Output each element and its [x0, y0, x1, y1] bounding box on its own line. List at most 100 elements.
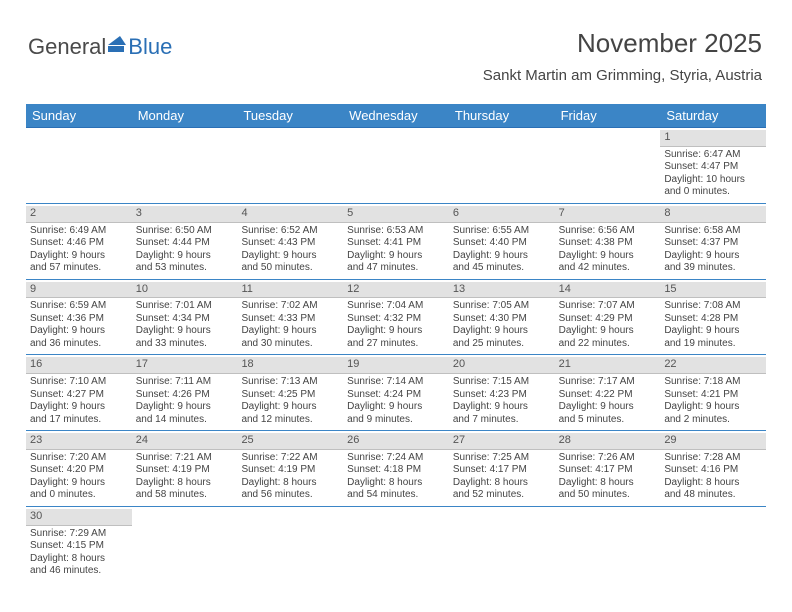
day-d1: Daylight: 9 hours [30, 477, 128, 490]
day-sr: Sunrise: 7:11 AM [136, 376, 234, 389]
logo-text-1: General [28, 34, 106, 60]
day-info: Sunrise: 7:11 AMSunset: 4:26 PMDaylight:… [136, 376, 234, 426]
day-ss: Sunset: 4:25 PM [241, 389, 339, 402]
calendar-empty-cell [449, 128, 555, 203]
day-ss: Sunset: 4:17 PM [453, 464, 551, 477]
day-d1: Daylight: 9 hours [559, 250, 657, 263]
day-d1: Daylight: 9 hours [30, 250, 128, 263]
calendar-day-cell: 9Sunrise: 6:59 AMSunset: 4:36 PMDaylight… [26, 280, 132, 355]
day-ss: Sunset: 4:27 PM [30, 389, 128, 402]
day-d2: and 0 minutes. [664, 186, 762, 199]
day-sr: Sunrise: 6:56 AM [559, 225, 657, 238]
day-number: 15 [660, 282, 766, 299]
calendar-day-cell: 30Sunrise: 7:29 AMSunset: 4:15 PMDayligh… [26, 507, 132, 582]
day-d1: Daylight: 9 hours [136, 401, 234, 414]
day-d2: and 9 minutes. [347, 414, 445, 427]
day-info: Sunrise: 7:01 AMSunset: 4:34 PMDaylight:… [136, 300, 234, 350]
day-ss: Sunset: 4:36 PM [30, 313, 128, 326]
day-number: 5 [343, 206, 449, 223]
day-d2: and 27 minutes. [347, 338, 445, 351]
day-sr: Sunrise: 6:58 AM [664, 225, 762, 238]
day-d2: and 57 minutes. [30, 262, 128, 275]
day-d2: and 45 minutes. [453, 262, 551, 275]
day-number: 3 [132, 206, 238, 223]
day-d1: Daylight: 8 hours [453, 477, 551, 490]
calendar-day-cell: 8Sunrise: 6:58 AMSunset: 4:37 PMDaylight… [660, 204, 766, 279]
calendar-empty-cell [343, 128, 449, 203]
calendar-day-cell: 2Sunrise: 6:49 AMSunset: 4:46 PMDaylight… [26, 204, 132, 279]
calendar-day-cell: 12Sunrise: 7:04 AMSunset: 4:32 PMDayligh… [343, 280, 449, 355]
day-number: 12 [343, 282, 449, 299]
day-d2: and 5 minutes. [559, 414, 657, 427]
day-d2: and 48 minutes. [664, 489, 762, 502]
day-d1: Daylight: 9 hours [453, 250, 551, 263]
calendar-day-cell: 28Sunrise: 7:26 AMSunset: 4:17 PMDayligh… [555, 431, 661, 506]
calendar-day-cell: 14Sunrise: 7:07 AMSunset: 4:29 PMDayligh… [555, 280, 661, 355]
day-d1: Daylight: 9 hours [136, 325, 234, 338]
calendar-day-cell: 15Sunrise: 7:08 AMSunset: 4:28 PMDayligh… [660, 280, 766, 355]
day-info: Sunrise: 7:05 AMSunset: 4:30 PMDaylight:… [453, 300, 551, 350]
day-d1: Daylight: 9 hours [347, 325, 445, 338]
day-info: Sunrise: 7:21 AMSunset: 4:19 PMDaylight:… [136, 452, 234, 502]
day-d1: Daylight: 8 hours [347, 477, 445, 490]
day-d1: Daylight: 9 hours [664, 401, 762, 414]
day-number: 18 [237, 357, 343, 374]
day-d1: Daylight: 9 hours [136, 250, 234, 263]
calendar-day-cell: 10Sunrise: 7:01 AMSunset: 4:34 PMDayligh… [132, 280, 238, 355]
day-header-cell: Saturday [660, 104, 766, 127]
day-info: Sunrise: 7:13 AMSunset: 4:25 PMDaylight:… [241, 376, 339, 426]
day-ss: Sunset: 4:33 PM [241, 313, 339, 326]
calendar-day-cell: 16Sunrise: 7:10 AMSunset: 4:27 PMDayligh… [26, 355, 132, 430]
day-header-cell: Monday [132, 104, 238, 127]
calendar-day-cell: 13Sunrise: 7:05 AMSunset: 4:30 PMDayligh… [449, 280, 555, 355]
calendar-day-cell: 17Sunrise: 7:11 AMSunset: 4:26 PMDayligh… [132, 355, 238, 430]
day-d2: and 0 minutes. [30, 489, 128, 502]
calendar-day-cell: 26Sunrise: 7:24 AMSunset: 4:18 PMDayligh… [343, 431, 449, 506]
day-sr: Sunrise: 7:10 AM [30, 376, 128, 389]
day-info: Sunrise: 7:10 AMSunset: 4:27 PMDaylight:… [30, 376, 128, 426]
day-ss: Sunset: 4:41 PM [347, 237, 445, 250]
day-sr: Sunrise: 6:47 AM [664, 149, 762, 162]
day-ss: Sunset: 4:43 PM [241, 237, 339, 250]
calendar-empty-cell [555, 128, 661, 203]
calendar-week: 30Sunrise: 7:29 AMSunset: 4:15 PMDayligh… [26, 507, 766, 582]
calendar-day-cell: 25Sunrise: 7:22 AMSunset: 4:19 PMDayligh… [237, 431, 343, 506]
day-header-cell: Friday [555, 104, 661, 127]
day-d1: Daylight: 9 hours [559, 325, 657, 338]
day-d2: and 56 minutes. [241, 489, 339, 502]
day-info: Sunrise: 7:02 AMSunset: 4:33 PMDaylight:… [241, 300, 339, 350]
day-d2: and 39 minutes. [664, 262, 762, 275]
day-info: Sunrise: 6:58 AMSunset: 4:37 PMDaylight:… [664, 225, 762, 275]
calendar-day-cell: 29Sunrise: 7:28 AMSunset: 4:16 PMDayligh… [660, 431, 766, 506]
day-info: Sunrise: 7:26 AMSunset: 4:17 PMDaylight:… [559, 452, 657, 502]
calendar-day-cell: 22Sunrise: 7:18 AMSunset: 4:21 PMDayligh… [660, 355, 766, 430]
calendar-week: 2Sunrise: 6:49 AMSunset: 4:46 PMDaylight… [26, 204, 766, 280]
day-ss: Sunset: 4:16 PM [664, 464, 762, 477]
day-info: Sunrise: 7:14 AMSunset: 4:24 PMDaylight:… [347, 376, 445, 426]
day-number: 30 [26, 509, 132, 526]
day-number: 13 [449, 282, 555, 299]
calendar-day-cell: 4Sunrise: 6:52 AMSunset: 4:43 PMDaylight… [237, 204, 343, 279]
day-d1: Daylight: 8 hours [559, 477, 657, 490]
day-number: 21 [555, 357, 661, 374]
day-sr: Sunrise: 7:14 AM [347, 376, 445, 389]
day-ss: Sunset: 4:19 PM [136, 464, 234, 477]
day-d1: Daylight: 9 hours [453, 325, 551, 338]
calendar-day-cell: 1Sunrise: 6:47 AMSunset: 4:47 PMDaylight… [660, 128, 766, 203]
day-number: 4 [237, 206, 343, 223]
day-d1: Daylight: 9 hours [664, 250, 762, 263]
day-d2: and 14 minutes. [136, 414, 234, 427]
day-d2: and 42 minutes. [559, 262, 657, 275]
day-number: 29 [660, 433, 766, 450]
day-sr: Sunrise: 7:29 AM [30, 528, 128, 541]
calendar-day-cell: 6Sunrise: 6:55 AMSunset: 4:40 PMDaylight… [449, 204, 555, 279]
day-ss: Sunset: 4:21 PM [664, 389, 762, 402]
calendar-empty-cell [660, 507, 766, 582]
calendar-empty-cell [449, 507, 555, 582]
day-sr: Sunrise: 7:17 AM [559, 376, 657, 389]
day-d2: and 22 minutes. [559, 338, 657, 351]
day-sr: Sunrise: 6:55 AM [453, 225, 551, 238]
day-sr: Sunrise: 7:13 AM [241, 376, 339, 389]
day-header-cell: Wednesday [343, 104, 449, 127]
day-info: Sunrise: 7:17 AMSunset: 4:22 PMDaylight:… [559, 376, 657, 426]
